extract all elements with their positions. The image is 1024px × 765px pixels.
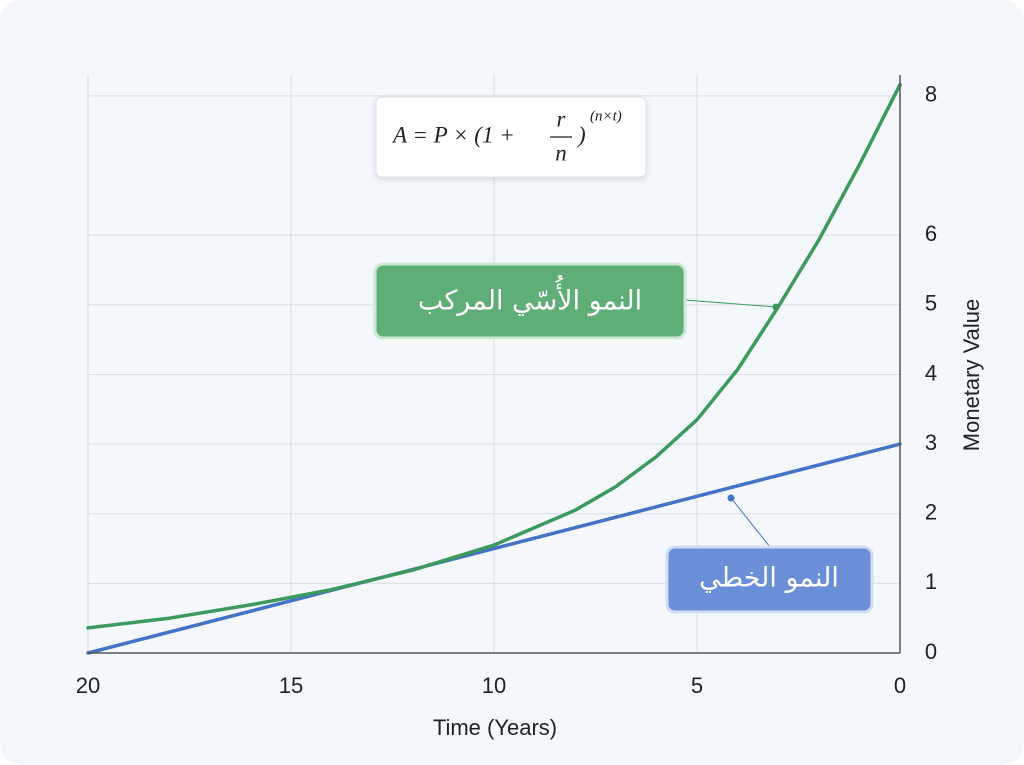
- leader-line: [684, 299, 777, 308]
- x-tick-label: 20: [76, 673, 100, 698]
- y-tick-label: 2: [925, 500, 937, 525]
- formula-right: ): [576, 122, 586, 147]
- formula-exponent: (n×t): [590, 108, 622, 124]
- y-tick-label: 0: [925, 639, 937, 664]
- y-tick-label: 1: [925, 569, 937, 594]
- legend-box: [373, 262, 687, 340]
- x-tick-label: 10: [482, 673, 506, 698]
- legend-label: النمو الخطي: [699, 563, 839, 594]
- formula-panel: [375, 96, 647, 178]
- leader-dot: [727, 494, 735, 502]
- x-axis-title: Time (Years): [433, 715, 557, 740]
- y-tick-label: 3: [925, 430, 937, 455]
- formula-denominator: n: [555, 140, 567, 165]
- formula-left: A = P × (1 +: [391, 122, 515, 147]
- line-series: [86, 442, 902, 655]
- x-tick-label: 15: [279, 673, 303, 698]
- legend-box: [665, 545, 874, 614]
- leader-dot: [772, 303, 780, 311]
- line-series: [86, 82, 902, 630]
- formula-numerator: r: [557, 106, 567, 131]
- y-tick-label: 4: [925, 360, 937, 385]
- leader-line: [730, 497, 771, 548]
- y-tick-label: 5: [925, 291, 937, 316]
- plot: [86, 82, 902, 655]
- y-axis-title: Monetary Value: [959, 299, 984, 451]
- y-tick-label: 6: [925, 221, 937, 246]
- formula-box: A = P × (1 + r n ) (n×t): [375, 96, 647, 178]
- x-tick-label: 5: [691, 673, 703, 698]
- x-tick-label: 0: [894, 673, 906, 698]
- y-tick-label: 8: [925, 82, 937, 107]
